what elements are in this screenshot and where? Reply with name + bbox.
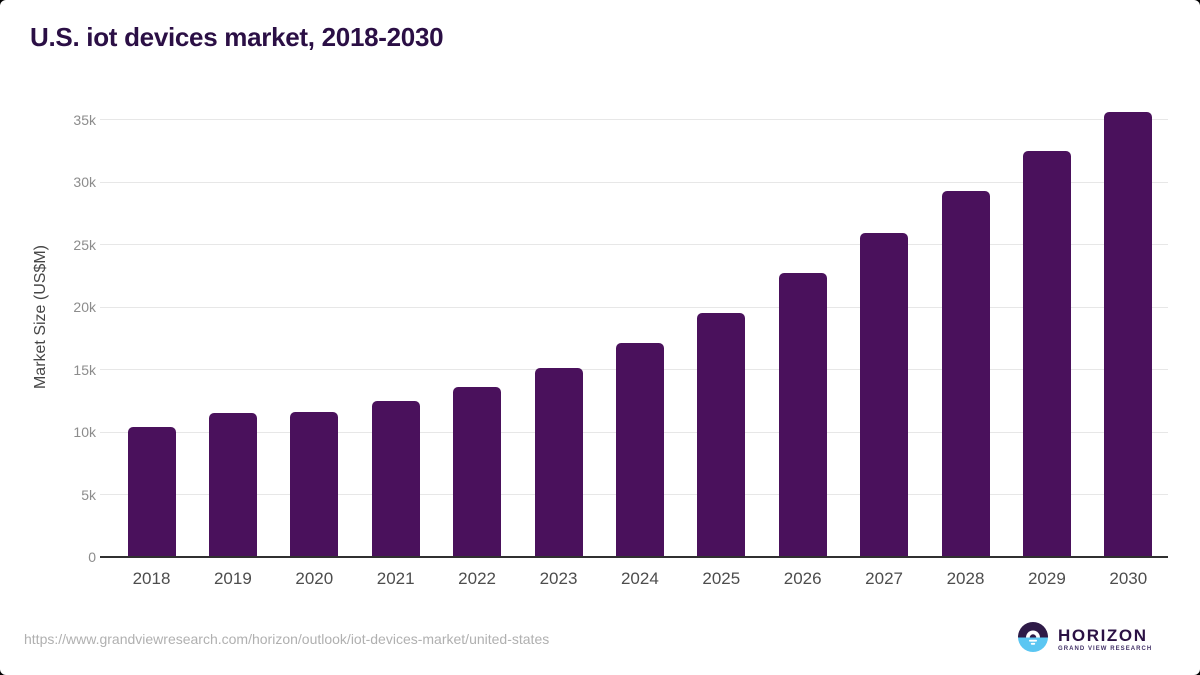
source-url: https://www.grandviewresearch.com/horizo… bbox=[24, 631, 550, 647]
y-tick-label-20k: 20k bbox=[73, 299, 96, 315]
x-tick-label-2021: 2021 bbox=[376, 569, 415, 588]
horizon-logo-icon bbox=[1018, 622, 1048, 652]
gridline-30k bbox=[100, 181, 1168, 183]
bar-2028[interactable] bbox=[941, 190, 990, 557]
bar-2024[interactable] bbox=[615, 343, 664, 557]
bar-2019[interactable] bbox=[208, 413, 257, 557]
x-tick-label-2025: 2025 bbox=[702, 569, 741, 588]
bar-2025[interactable] bbox=[697, 313, 746, 557]
gridline-20k bbox=[100, 306, 1168, 308]
gridline-35k bbox=[100, 119, 1168, 120]
y-tick-label-0: 0 bbox=[88, 549, 96, 565]
logo-brand-text: HORIZON bbox=[1058, 626, 1148, 645]
y-tick-label-25k: 25k bbox=[73, 236, 96, 253]
x-tick-label-2019: 2019 bbox=[213, 569, 252, 588]
y-tick-label-35k: 35k bbox=[73, 111, 96, 128]
x-tick-label-2027: 2027 bbox=[865, 569, 903, 588]
gridline-25k bbox=[100, 244, 1168, 245]
x-tick-label-2022: 2022 bbox=[458, 569, 496, 588]
x-tick-label-2026: 2026 bbox=[783, 569, 822, 588]
x-tick-label-2018: 2018 bbox=[132, 569, 171, 588]
y-tick-label-30k: 30k bbox=[73, 174, 96, 190]
bar-2023[interactable] bbox=[534, 368, 583, 557]
logo-text-block: HORIZON GRAND VIEW RESEARCH bbox=[1058, 622, 1152, 652]
bar-2027[interactable] bbox=[860, 233, 909, 557]
bar-2030[interactable] bbox=[1104, 112, 1153, 557]
y-tick-label-10k: 10k bbox=[73, 424, 96, 440]
bar-2026[interactable] bbox=[778, 273, 827, 557]
x-tick-label-2029: 2029 bbox=[1027, 569, 1066, 588]
horizon-logo: HORIZON GRAND VIEW RESEARCH bbox=[1018, 622, 1152, 652]
bar-2021[interactable] bbox=[371, 400, 420, 557]
chart-title: U.S. iot devices market, 2018-2030 bbox=[30, 22, 444, 52]
x-tick-label-2030: 2030 bbox=[1109, 569, 1148, 588]
y-tick-label-5k: 5k bbox=[81, 486, 96, 503]
x-tick-label-2024: 2024 bbox=[620, 569, 659, 588]
bar-2020[interactable] bbox=[290, 412, 339, 557]
x-tick-label-2023: 2023 bbox=[539, 569, 578, 588]
bar-2022[interactable] bbox=[453, 387, 502, 557]
y-tick-label-15k: 15k bbox=[73, 361, 96, 378]
logo-subbrand-text: GRAND VIEW RESEARCH bbox=[1058, 646, 1153, 652]
x-tick-label-2020: 2020 bbox=[295, 569, 334, 588]
x-axis-line bbox=[100, 556, 1168, 558]
x-tick-label-2028: 2028 bbox=[946, 569, 985, 588]
bar-2018[interactable] bbox=[127, 427, 176, 557]
bar-2029[interactable] bbox=[1022, 150, 1071, 557]
